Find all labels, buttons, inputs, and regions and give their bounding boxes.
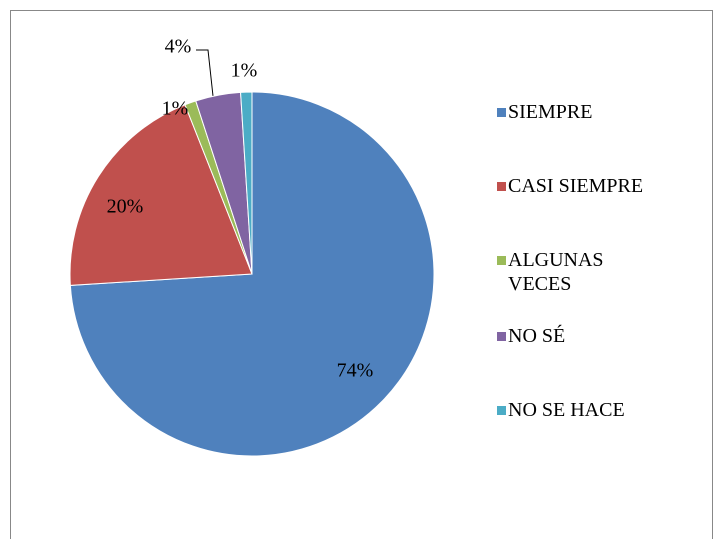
legend-swatch — [497, 182, 506, 191]
chart-border — [10, 10, 713, 539]
legend-label: NO SÉ — [508, 325, 566, 347]
legend-label: CASI SIEMPRE — [508, 175, 644, 197]
legend-item: NO SÉ — [497, 324, 707, 348]
legend-swatch — [497, 256, 506, 265]
legend-item: NO SE HACE — [497, 398, 707, 422]
data-label: 20% — [107, 196, 144, 218]
pie-slice — [69, 104, 253, 286]
legend-label: NO SE HACE — [508, 399, 625, 421]
legend-item: SIEMPRE — [497, 100, 707, 124]
legend-label: ALGUNAS VECES — [508, 249, 604, 295]
data-label: 1% — [231, 60, 258, 82]
legend-swatch — [497, 406, 506, 415]
legend-swatch — [497, 108, 506, 117]
data-label: 74% — [337, 360, 374, 382]
legend-item: CASI SIEMPRE — [497, 174, 707, 198]
legend-swatch — [497, 332, 506, 341]
leader-line — [196, 49, 214, 97]
legend-label: SIEMPRE — [508, 101, 593, 123]
data-label: 4% — [165, 36, 192, 58]
pie-slice — [240, 91, 253, 275]
data-label: 1% — [162, 98, 189, 120]
legend-item: ALGUNAS VECES — [497, 248, 707, 296]
